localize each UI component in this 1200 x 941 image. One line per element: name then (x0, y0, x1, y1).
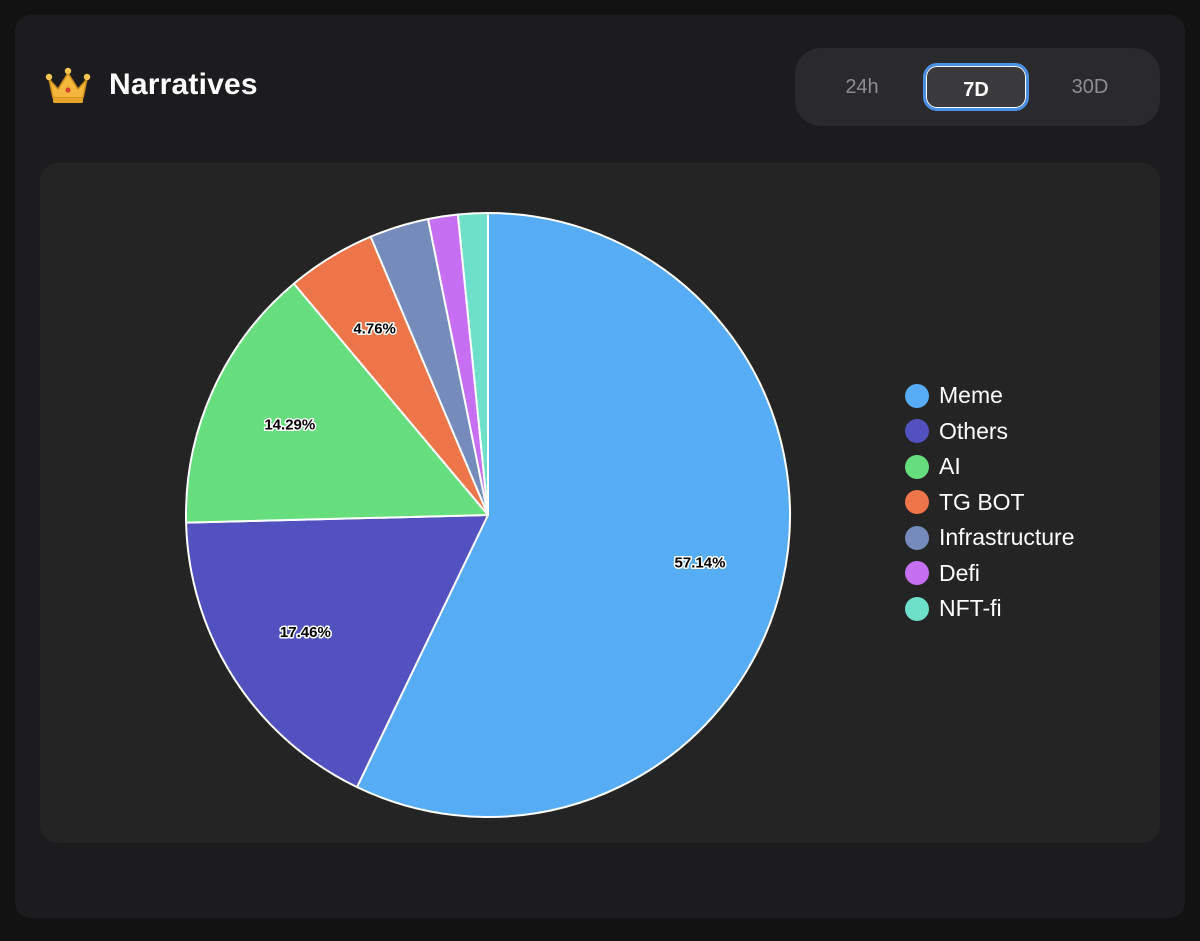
pie-slice-ai[interactable] (185, 282, 489, 524)
legend-item-defi[interactable]: Defi (905, 556, 1075, 592)
data-label-meme: 57.14% (675, 554, 726, 571)
legend-swatch-infrastructure (905, 525, 929, 550)
legend-label-defi: Defi (939, 559, 980, 586)
legend-item-nft-fi[interactable]: NFT-fi (905, 591, 1075, 627)
legend-label-infrastructure: Infrastructure (939, 524, 1075, 551)
legend-item-infrastructure[interactable]: Infrastructure (905, 520, 1075, 556)
page-title: Narratives (109, 68, 258, 101)
legend-label-nft-fi: NFT-fi (939, 595, 1002, 622)
data-label-tg-bot: 4.76% (353, 320, 396, 337)
pie-slice-meme[interactable] (356, 212, 791, 818)
crown-icon (45, 67, 91, 103)
legend-swatch-tg-bot (905, 490, 929, 515)
legend-label-others: Others (939, 417, 1009, 444)
legend-item-meme[interactable]: Meme (905, 378, 1075, 414)
pie-chart: 57.14% 17.46% 14.29% 4.76% (185, 212, 791, 818)
legend-swatch-nft-fi (905, 596, 929, 621)
pie-slice-nft-fi[interactable] (456, 212, 489, 516)
tab-24h[interactable]: 24h (845, 76, 879, 98)
chart-panel: 57.14% 17.46% 14.29% 4.76% Meme Others AI TG B… (40, 163, 1160, 843)
legend-swatch-others (905, 419, 929, 444)
legend-label-tg-bot: TG BOT (939, 488, 1025, 515)
data-label-ai: 14.29% (264, 417, 315, 434)
data-label-others: 17.46% (280, 624, 331, 641)
legend-item-others[interactable]: Others (905, 414, 1075, 450)
card-header: Narratives (45, 65, 258, 105)
tab-7d[interactable]: 7D (923, 63, 1029, 111)
narratives-card: Narratives 24h 7D 30D 57.14% 17.46% 14.29%… (15, 15, 1185, 918)
timeframe-tabs: 24h 7D 30D (795, 48, 1160, 126)
legend-swatch-defi (905, 561, 929, 586)
legend-swatch-ai (905, 454, 929, 479)
legend-item-tg-bot[interactable]: TG BOT (905, 485, 1075, 521)
legend-swatch-meme (905, 383, 929, 408)
pie-slice-others[interactable] (185, 514, 489, 789)
legend-label-ai: AI (939, 453, 961, 480)
legend-label-meme: Meme (939, 382, 1003, 409)
legend-item-ai[interactable]: AI (905, 449, 1075, 485)
chart-legend: Meme Others AI TG BOT Infrastructure Defi NFT-… (905, 378, 1075, 627)
tab-30d[interactable]: 30D (1071, 76, 1109, 98)
